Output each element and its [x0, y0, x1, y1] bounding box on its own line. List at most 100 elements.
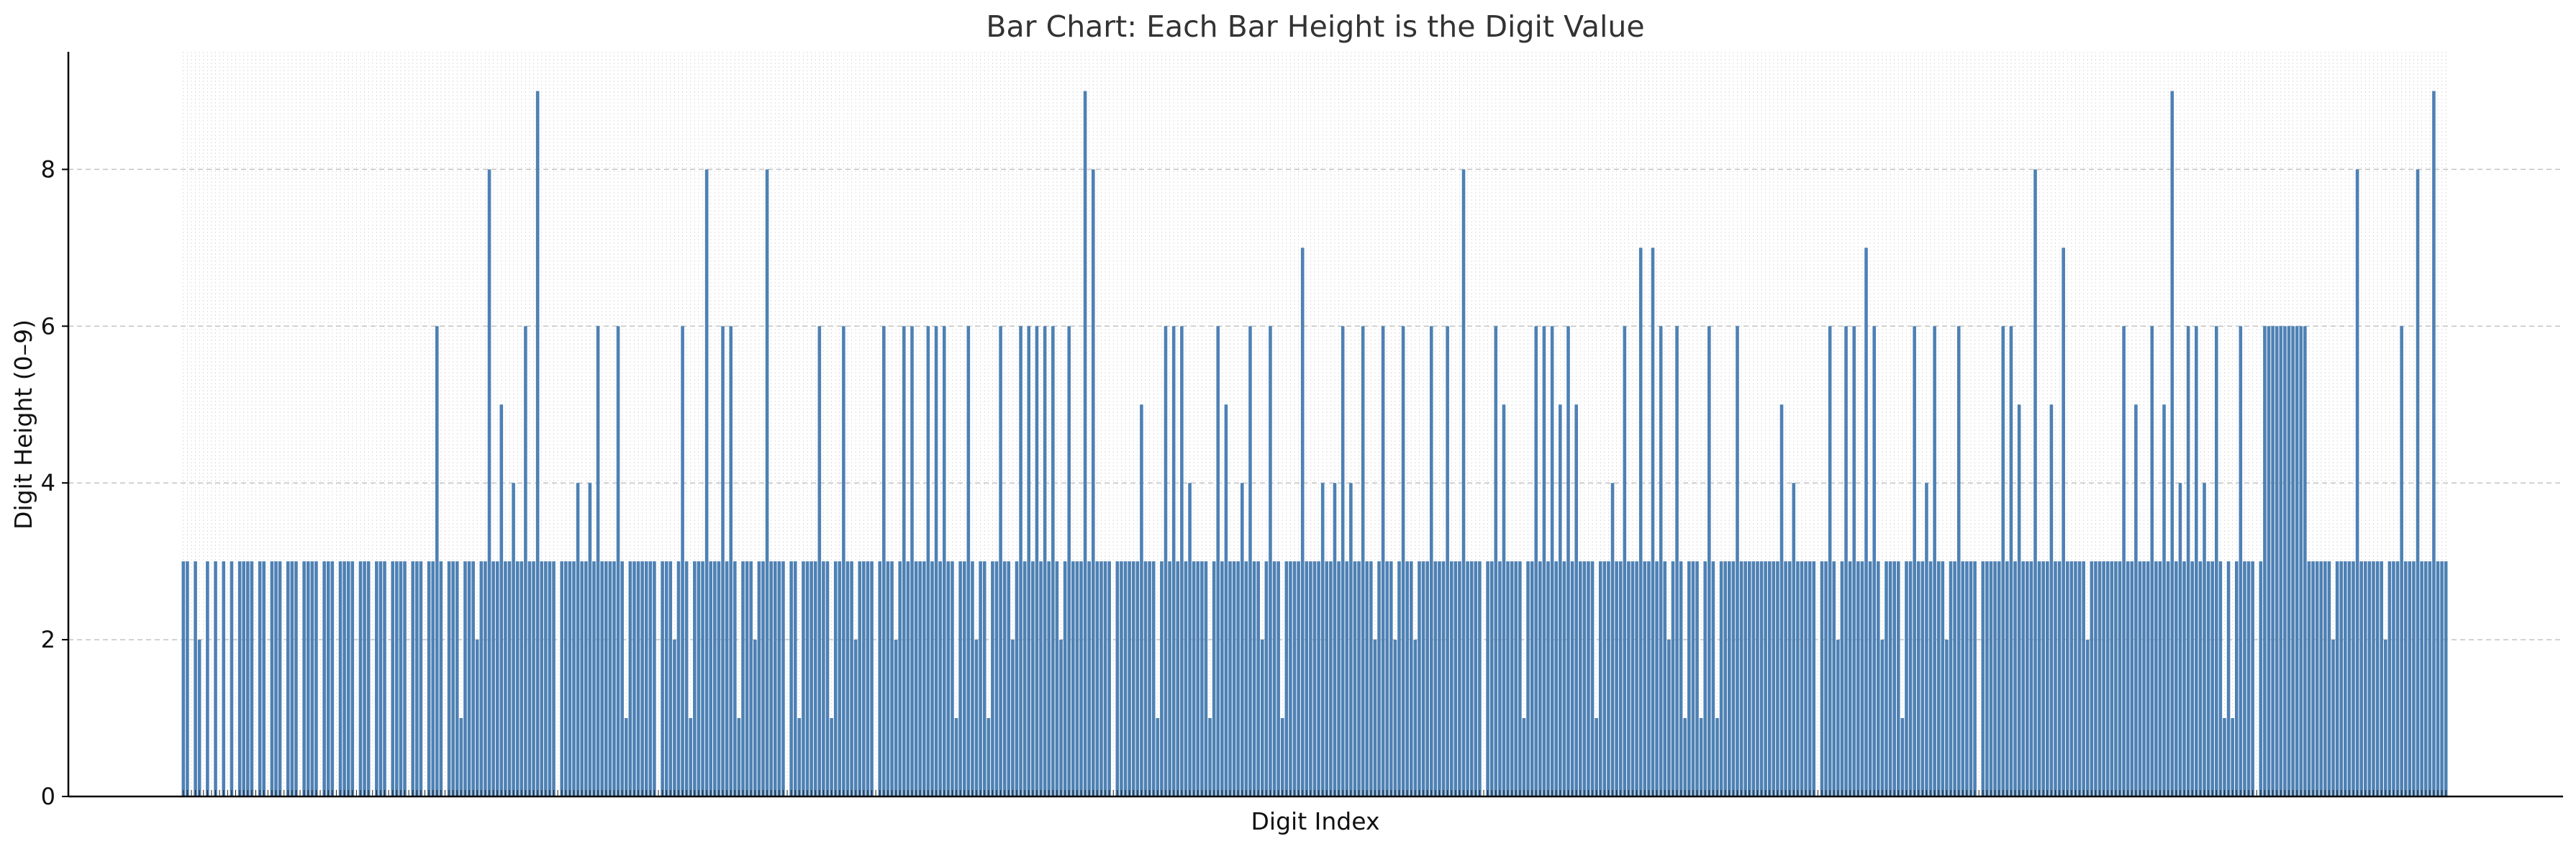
bar — [2380, 561, 2383, 796]
bar — [435, 326, 439, 796]
bar — [1574, 404, 1578, 796]
bar — [1928, 561, 1933, 796]
bar — [1059, 640, 1063, 796]
bar — [535, 91, 540, 797]
bar — [2162, 404, 2166, 796]
bar — [1956, 326, 1961, 796]
bar — [1691, 561, 1695, 796]
bar — [2359, 561, 2363, 796]
bar — [1361, 326, 1365, 796]
y-tick-label: 4 — [41, 469, 55, 496]
bar — [2218, 561, 2223, 796]
bar — [1458, 561, 1461, 796]
bar — [757, 561, 761, 796]
bar — [2174, 561, 2178, 796]
bar — [1486, 561, 1489, 796]
bar — [564, 561, 568, 796]
bar — [2412, 561, 2416, 796]
bar — [2158, 561, 2162, 796]
bar — [1337, 561, 1341, 796]
bar — [1993, 561, 1997, 796]
bar — [709, 561, 713, 796]
bar — [242, 561, 246, 796]
bar — [2432, 91, 2436, 797]
bar — [1128, 561, 1131, 796]
bar — [1941, 561, 1945, 796]
bar — [664, 561, 668, 796]
bar — [2246, 561, 2251, 796]
bar — [648, 561, 653, 796]
bar — [1252, 561, 1256, 796]
bar — [628, 561, 632, 796]
bar — [1441, 561, 1446, 796]
bar — [306, 561, 310, 796]
bar — [1349, 483, 1353, 796]
bar — [2436, 561, 2440, 796]
bar — [2408, 561, 2412, 796]
bar — [1920, 561, 1925, 796]
bar — [330, 561, 335, 796]
bar — [568, 561, 572, 796]
bar — [1776, 561, 1779, 796]
bar — [1877, 561, 1880, 796]
bar — [2315, 561, 2319, 796]
bar — [1192, 561, 1196, 796]
bar — [2259, 561, 2263, 796]
bar — [230, 561, 234, 796]
bar — [2090, 561, 2094, 796]
bar — [1176, 561, 1180, 796]
bar — [1494, 326, 1498, 796]
bar — [693, 561, 697, 796]
bar — [991, 561, 994, 796]
bar — [1615, 561, 1618, 796]
bar — [813, 561, 817, 796]
bar — [1063, 561, 1067, 796]
bar — [1796, 561, 1800, 796]
bar — [2335, 561, 2339, 796]
bar — [1236, 561, 1240, 796]
bar — [701, 561, 704, 796]
bar — [653, 561, 656, 796]
bar — [1011, 640, 1015, 796]
bar — [2440, 561, 2444, 796]
bar — [592, 561, 596, 796]
bar — [1461, 169, 1466, 797]
bar — [366, 561, 371, 796]
bar — [1880, 640, 1885, 796]
axes — [67, 52, 2563, 798]
bar — [624, 718, 628, 796]
bar — [527, 561, 532, 796]
bar — [1554, 561, 1558, 796]
bar — [1325, 561, 1329, 796]
bar — [2085, 640, 2090, 796]
bar — [250, 561, 254, 796]
bar — [1627, 561, 1631, 796]
bar — [2275, 326, 2279, 796]
bar — [1401, 326, 1405, 796]
bar — [999, 326, 1002, 796]
bar — [1289, 561, 1292, 796]
bar — [560, 561, 564, 796]
bar — [2319, 561, 2323, 796]
bar — [1256, 561, 1260, 796]
bar — [721, 326, 725, 796]
bar — [1244, 561, 1248, 796]
bar — [2130, 561, 2134, 796]
bar — [1590, 561, 1595, 796]
bar — [2122, 326, 2126, 796]
bar — [749, 561, 753, 796]
bar — [1369, 561, 1373, 796]
bar — [1655, 561, 1659, 796]
bar — [2223, 718, 2226, 796]
bar — [1900, 718, 1905, 796]
bar — [1446, 326, 1449, 796]
bar — [850, 561, 853, 796]
bar — [343, 561, 346, 796]
bar — [797, 718, 802, 796]
bar — [1767, 561, 1772, 796]
bar — [439, 561, 443, 796]
bar — [596, 326, 600, 796]
bar — [2375, 561, 2380, 796]
bar — [745, 561, 749, 796]
bar — [580, 561, 584, 796]
